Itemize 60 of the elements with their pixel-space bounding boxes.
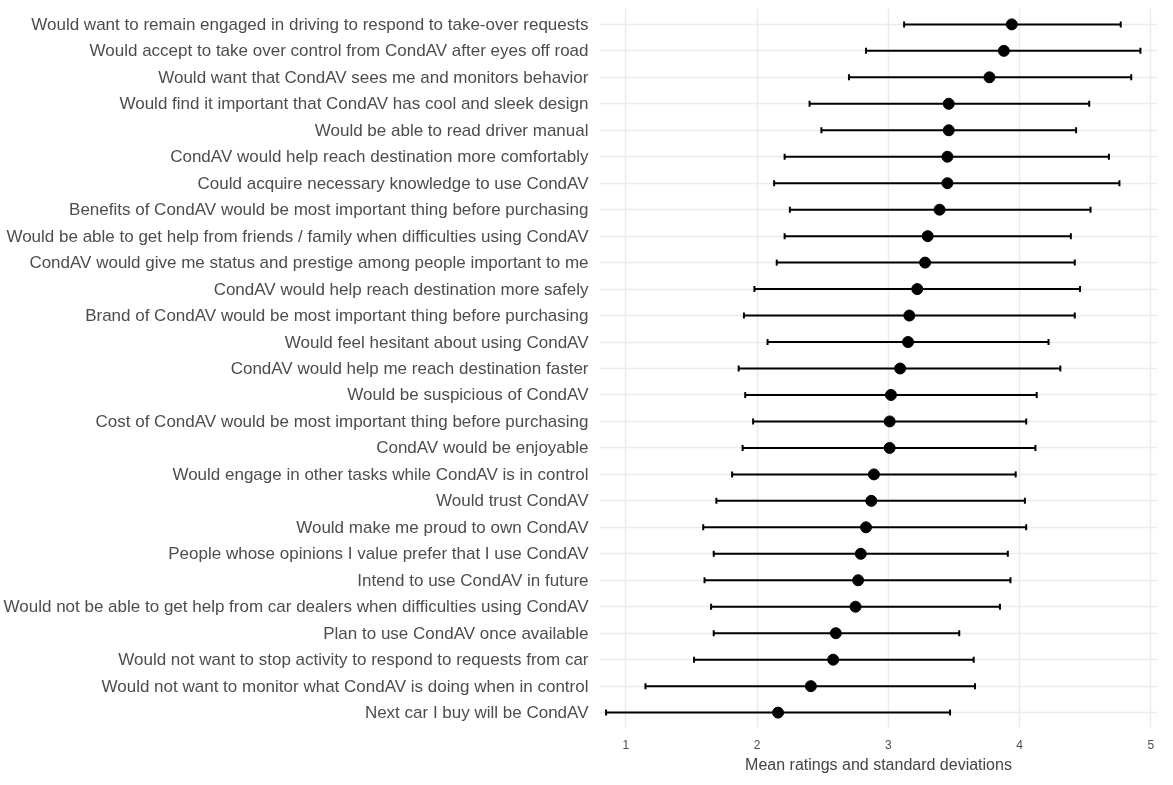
point <box>804 680 817 693</box>
x-tick-label: 2 <box>753 737 761 752</box>
y-tick-label: Cost of CondAV would be most important thing before purchasing <box>95 411 589 431</box>
point <box>921 230 934 243</box>
y-tick-label: Would make me proud to own CondAV <box>296 517 590 537</box>
y-tick-label: Brand of CondAV would be most important thing before purchasing <box>85 306 589 326</box>
y-tick-label: Benefits of CondAV would be most important thing before purchasing <box>69 200 589 220</box>
point <box>883 441 896 454</box>
y-tick-label: Could acquire necessary knowledge to use CondAV <box>197 173 590 193</box>
x-axis-title: Mean ratings and standard deviations <box>745 755 1012 773</box>
y-tick-label: CondAV would help me reach destination faster <box>230 359 589 378</box>
point <box>942 97 955 110</box>
point <box>827 653 840 666</box>
point <box>941 177 954 190</box>
point <box>829 627 842 640</box>
y-tick-label: CondAV would give me status and prestige among people important to me <box>29 253 589 273</box>
y-tick-label: Would want to remain engaged in driving to respond to take-over requests <box>31 14 589 34</box>
point <box>933 203 946 216</box>
point <box>860 521 873 534</box>
y-tick-label: Would be able to get help from friends / family when difficulties using CondAV <box>6 226 590 246</box>
point <box>772 706 785 719</box>
x-tick-label: 4 <box>1016 737 1024 752</box>
point <box>894 362 907 375</box>
point <box>902 336 915 349</box>
y-tick-label: CondAV would be enjoyable <box>376 438 589 458</box>
y-tick-label: Would be able to read driver manual <box>314 120 589 140</box>
y-tick-label: CondAV would help reach destination more safely <box>213 279 589 299</box>
point <box>983 71 996 84</box>
point <box>942 124 955 137</box>
y-tick-label: Next car I buy will be CondAV <box>364 703 590 723</box>
point <box>865 494 878 507</box>
y-tick-label: Would find it important that CondAV has cool and sleek design <box>119 94 589 114</box>
x-tick-label: 1 <box>622 737 630 752</box>
point <box>1005 18 1018 31</box>
point <box>997 44 1010 57</box>
y-tick-label: Would not want to stop activity to respond to requests from car <box>118 650 589 670</box>
y-tick-label: People whose opinions I value prefer that I use CondAV <box>168 544 590 564</box>
point <box>941 150 954 163</box>
y-tick-label: Intend to use CondAV in future <box>357 570 589 590</box>
point <box>867 468 880 481</box>
point <box>919 256 932 269</box>
point <box>911 283 924 296</box>
point <box>849 600 862 613</box>
y-tick-label: Would feel hesitant about using CondAV <box>284 332 590 352</box>
y-tick-label: Would trust CondAV <box>436 491 590 511</box>
y-tick-label: Plan to use CondAV once available <box>323 623 589 643</box>
x-tick-label: 5 <box>1147 737 1155 752</box>
x-tick-label: 3 <box>885 737 893 752</box>
point <box>852 574 865 587</box>
y-tick-label: Would engage in other tasks while CondAV is in control <box>172 464 589 484</box>
y-tick-label: Would accept to take over control from CondAV after eyes off road <box>89 41 589 61</box>
y-tick-label: Would not want to monitor what CondAV is doing when in control <box>101 676 589 696</box>
y-tick-label: CondAV would help reach destination more comfortably <box>170 147 589 167</box>
y-tick-label: Would want that CondAV sees me and monitors behavior <box>158 67 589 87</box>
y-tick-label: Would not be able to get help from car dealers when difficulties using CondAV <box>3 597 590 617</box>
point <box>854 547 867 560</box>
point <box>903 309 916 322</box>
y-tick-label: Would be suspicious of CondAV <box>347 385 590 405</box>
point <box>883 415 896 428</box>
point <box>884 388 897 401</box>
